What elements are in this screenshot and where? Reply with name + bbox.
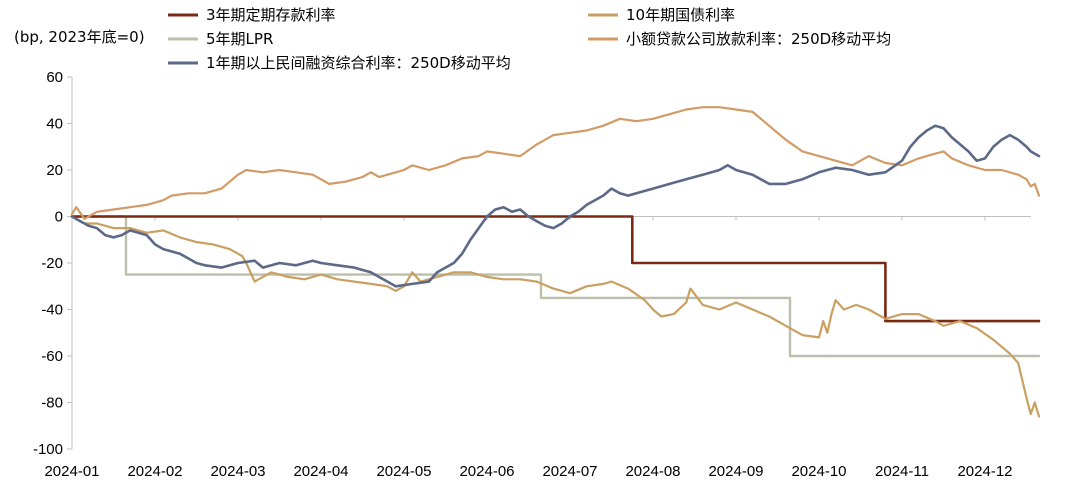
x-tick-label: 2024-06: [459, 463, 514, 480]
series-line-microloan-rate: [70, 106, 1041, 220]
legend-item-microloan-rate: 小额贷款公司放款利率：250D移动平均: [588, 30, 891, 48]
series-line-deposit-rate: [70, 215, 1041, 323]
x-tick-label: 2024-11: [875, 463, 929, 480]
series-line-lpr: [70, 215, 1041, 358]
legend-label-lpr: 5年期LPR: [206, 30, 273, 48]
x-tick-label: 2024-12: [957, 463, 1012, 480]
legend-item-lpr: 5年期LPR: [168, 30, 273, 48]
legend-label-private-lending-rate: 1年期以上民间融资综合利率：250D移动平均: [206, 54, 511, 72]
series-line-private-lending-rate: [70, 124, 1041, 288]
legend-item-deposit-rate: 3年期定期存款利率: [168, 6, 336, 24]
y-tick-label: -20: [41, 255, 63, 272]
legend-label-treasury-rate: 10年期国债利率: [626, 6, 735, 24]
x-tick-label: 2024-07: [542, 463, 597, 480]
legend-label-microloan-rate: 小额贷款公司放款利率：250D移动平均: [626, 30, 891, 48]
legend: 3年期定期存款利率 10年期国债利率 5年期LPR 小额贷款公司放款利率：250…: [168, 6, 891, 72]
y-tick-label: -40: [41, 302, 63, 319]
y-tick-label: 20: [46, 162, 63, 179]
legend-item-treasury-rate: 10年期国债利率: [588, 6, 735, 24]
x-tick-label: 2024-08: [625, 463, 680, 480]
x-tick-label: 2024-09: [708, 463, 763, 480]
y-tick-label: -60: [41, 348, 63, 365]
x-tick-label: 2024-10: [791, 463, 846, 480]
x-tick-label: 2024-04: [293, 463, 348, 480]
legend-item-private-lending-rate: 1年期以上民间融资综合利率：250D移动平均: [168, 54, 511, 72]
legend-label-deposit-rate: 3年期定期存款利率: [206, 6, 336, 24]
x-tick-label: 2024-03: [210, 463, 265, 480]
y-tick-label: 40: [46, 116, 63, 133]
x-tick-label: 2024-05: [376, 463, 431, 480]
y-tick-label: -80: [41, 395, 63, 412]
y-tick-label: 60: [46, 69, 63, 86]
series-line-treasury-rate: [70, 215, 1041, 418]
y-unit-label: (bp, 2023年底=0): [14, 28, 145, 46]
x-tick-label: 2024-02: [127, 463, 182, 480]
series-group: [70, 106, 1041, 418]
y-tick-label: -100: [33, 441, 63, 458]
x-tick-label: 2024-01: [44, 463, 99, 480]
y-tick-label: 0: [55, 209, 63, 226]
